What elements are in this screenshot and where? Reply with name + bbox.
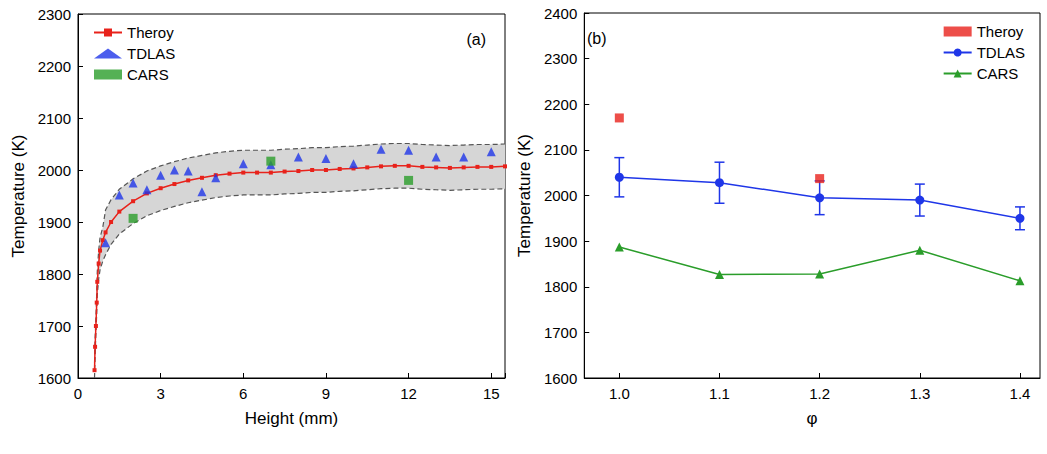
svg-text:1.3: 1.3 [909, 385, 930, 402]
svg-text:2300: 2300 [38, 6, 71, 23]
svg-text:2100: 2100 [38, 110, 71, 127]
svg-text:CARS: CARS [977, 65, 1019, 82]
svg-text:(a): (a) [466, 31, 486, 48]
svg-text:(b): (b) [587, 30, 607, 47]
svg-text:2200: 2200 [544, 96, 577, 113]
svg-text:Temperature (K): Temperature (K) [9, 135, 28, 258]
svg-text:1600: 1600 [544, 370, 577, 387]
svg-text:φ: φ [807, 409, 818, 428]
svg-text:1800: 1800 [544, 278, 577, 295]
svg-text:2300: 2300 [544, 50, 577, 67]
svg-text:TDLAS: TDLAS [127, 45, 175, 62]
svg-text:CARS: CARS [127, 66, 169, 83]
svg-text:6: 6 [239, 385, 247, 402]
svg-text:12: 12 [400, 385, 417, 402]
svg-text:2400: 2400 [544, 5, 577, 22]
svg-text:Height (mm): Height (mm) [245, 409, 339, 428]
svg-text:1700: 1700 [38, 318, 71, 335]
svg-text:1900: 1900 [544, 233, 577, 250]
svg-text:9: 9 [322, 385, 330, 402]
svg-text:Theroy: Theroy [127, 24, 174, 41]
svg-text:1.0: 1.0 [609, 385, 630, 402]
svg-text:15: 15 [483, 385, 500, 402]
svg-text:1800: 1800 [38, 266, 71, 283]
svg-text:Theroy: Theroy [977, 23, 1024, 40]
svg-text:1.4: 1.4 [1010, 385, 1031, 402]
svg-text:2200: 2200 [38, 58, 71, 75]
svg-text:1.1: 1.1 [709, 385, 730, 402]
svg-text:1900: 1900 [38, 214, 71, 231]
svg-text:1.2: 1.2 [809, 385, 830, 402]
svg-text:1600: 1600 [38, 370, 71, 387]
svg-text:2000: 2000 [38, 162, 71, 179]
svg-text:2000: 2000 [544, 187, 577, 204]
svg-text:1700: 1700 [544, 324, 577, 341]
svg-text:Temperature (K): Temperature (K) [515, 134, 534, 257]
svg-text:3: 3 [156, 385, 164, 402]
svg-text:2100: 2100 [544, 141, 577, 158]
svg-text:0: 0 [74, 385, 82, 402]
svg-text:TDLAS: TDLAS [977, 44, 1025, 61]
